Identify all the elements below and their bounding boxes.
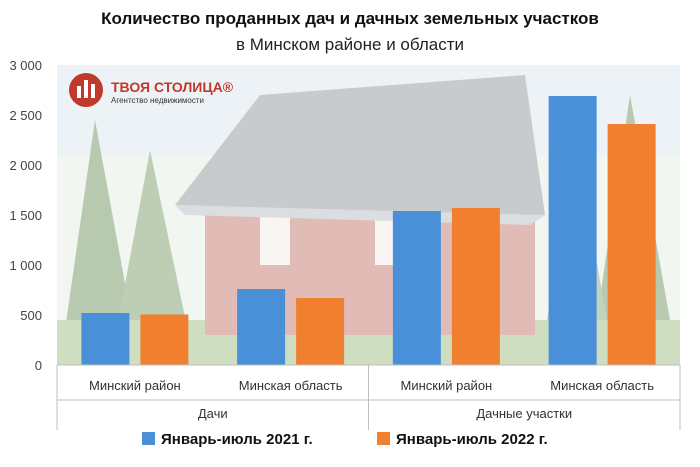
bar-1-4 xyxy=(548,96,597,365)
x-group-label: Дачи xyxy=(198,406,228,421)
y-tick-label: 1 000 xyxy=(9,258,42,273)
y-tick-label: 3 000 xyxy=(9,58,42,73)
x-tick-label: Минский район xyxy=(401,378,493,393)
chart-title: Количество проданных дач и дачных земель… xyxy=(101,9,599,28)
x-tick-label: Минская область xyxy=(550,378,654,393)
y-tick-label: 2 000 xyxy=(9,158,42,173)
x-group-label: Дачные участки xyxy=(476,406,572,421)
legend-swatch xyxy=(377,432,390,445)
brand-logo xyxy=(69,73,103,107)
bar-1-2 xyxy=(237,289,286,365)
bar-2-2 xyxy=(296,298,345,365)
y-tick-label: 2 500 xyxy=(9,108,42,123)
legend-label: Январь-июль 2022 г. xyxy=(396,431,548,448)
y-tick-label: 1 500 xyxy=(9,208,42,223)
logo-tagline: Агентство недвижимости xyxy=(111,96,204,105)
bar-2-1 xyxy=(140,314,189,365)
bar-2-3 xyxy=(451,208,500,365)
y-axis: 0 500 1 000 1 500 2 000 2 500 3 000 xyxy=(9,58,42,373)
legend-swatch xyxy=(142,432,155,445)
x-tick-label: Минский район xyxy=(89,378,181,393)
legend-label: Январь-июль 2021 г. xyxy=(161,431,313,448)
bars-layer xyxy=(81,96,656,365)
logo-name: ТВОЯ СТОЛИЦА® xyxy=(111,79,234,95)
x-tick-label: Минская область xyxy=(239,378,343,393)
legend: Январь-июль 2021 г. Январь-июль 2022 г. xyxy=(142,431,548,448)
y-tick-label: 0 xyxy=(35,358,42,373)
y-tick-label: 500 xyxy=(20,308,42,323)
bar-2-4 xyxy=(607,124,656,365)
bar-1-3 xyxy=(392,211,441,365)
chart-subtitle: в Минском районе и области xyxy=(236,35,464,54)
x-axis: Минский район Минская область Минский райо… xyxy=(56,364,681,430)
bar-1-1 xyxy=(81,313,130,365)
